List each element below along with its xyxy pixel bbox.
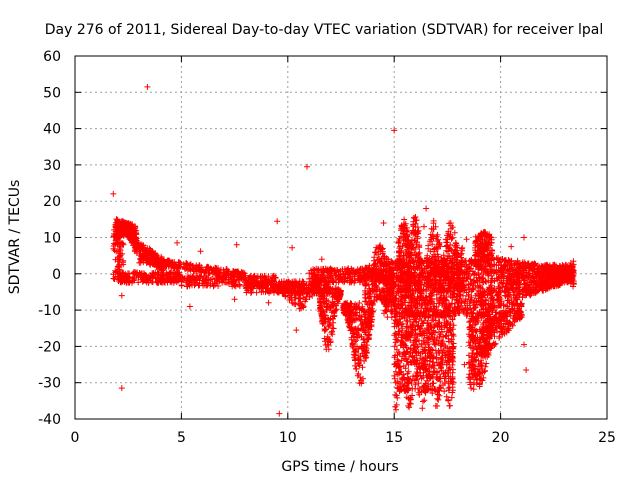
axis-ticks: 0 5 10 15 20 25 60 50 40 30 20 10 0 -10 -20 -30 -40	[38, 49, 616, 446]
y-tick-label: 40	[43, 122, 61, 138]
y-tick-label: 30	[43, 158, 61, 174]
y-tick-label: 20	[43, 194, 61, 210]
x-tick-label: 20	[492, 430, 510, 446]
data-points	[110, 83, 577, 417]
x-axis-label: GPS time / hours	[281, 459, 398, 475]
data-point-markers	[110, 83, 577, 417]
y-tick-label: -20	[38, 339, 61, 355]
y-tick-label: 60	[43, 49, 61, 65]
y-tick-label: -10	[38, 303, 61, 319]
y-axis-label: SDTVAR / TECUs	[7, 180, 23, 295]
chart-title: Day 276 of 2011, Sidereal Day-to-day VTE…	[45, 22, 603, 38]
x-tick-label: 0	[71, 430, 80, 446]
x-tick-label: 5	[177, 430, 186, 446]
y-tick-label: 0	[52, 267, 61, 283]
x-tick-label: 15	[385, 430, 403, 446]
y-tick-label: 50	[43, 85, 61, 101]
x-tick-label: 25	[598, 430, 616, 446]
x-tick-label: 10	[279, 430, 297, 446]
y-tick-label: -40	[38, 412, 61, 428]
y-tick-label: -30	[38, 376, 61, 392]
y-tick-label: 10	[43, 231, 61, 247]
